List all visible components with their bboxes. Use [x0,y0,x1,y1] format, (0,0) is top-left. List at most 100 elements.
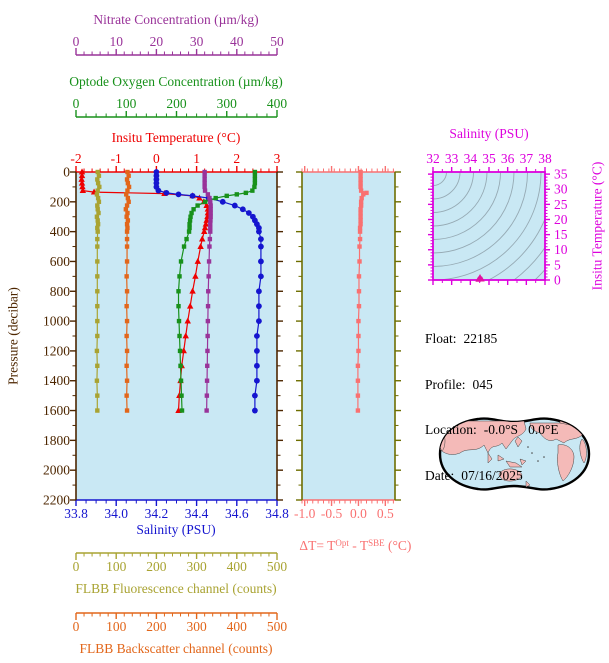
date-value: 07/16/2025 [461,467,523,483]
svg-text:34.0: 34.0 [104,506,128,521]
svg-text:0: 0 [73,559,80,574]
svg-text:0.5: 0.5 [377,506,394,521]
svg-text:300: 300 [217,96,238,111]
svg-text:0: 0 [63,165,70,180]
svg-text:33: 33 [445,151,459,166]
date-label: Date: [425,467,455,483]
ts-temperature-label: Insitu Temperature (°C) [589,161,605,291]
svg-text:300: 300 [186,619,207,634]
svg-text:10: 10 [554,242,568,257]
series-optode-oxygen [176,169,258,413]
delta-t-frame: -1.0 -0.5 0.0 0.5 [294,166,401,521]
fluorescence-axis: 0 100 200 300 400 500 [73,552,288,574]
svg-text:34.6: 34.6 [225,506,249,521]
delta-t-title-sup-opt: Opt [335,538,349,548]
svg-text:1600: 1600 [43,403,70,418]
ts-salinity-title: Salinity (PSU) [449,126,529,141]
svg-text:3: 3 [274,151,281,166]
delta-t-axis-title: ΔT= TOpt - TSBE (°C) [287,521,411,568]
backscatter-axis-title: FLBB Backscatter channel (counts) [79,641,273,656]
svg-text:34: 34 [464,151,478,166]
svg-text:400: 400 [227,559,248,574]
delta-t-title-prefix: ΔT= T [299,538,336,553]
svg-text:10: 10 [109,34,123,49]
svg-text:100: 100 [106,559,127,574]
series-delta-temperature [355,169,369,413]
svg-text:38: 38 [538,151,552,166]
oxygen-axis: 0 100 200 300 400 [73,96,288,118]
svg-text:32: 32 [426,151,440,166]
location-value: -0.0°S 0.0°E [483,422,559,437]
svg-text:500: 500 [267,619,288,634]
float-id-value: 22185 [463,331,498,346]
svg-text:200: 200 [50,194,71,209]
svg-text:500: 500 [267,559,288,574]
fluorescence-axis-title: FLBB Fluorescence channel (counts) [75,581,277,596]
oxygen-axis-title: Optode Oxygen Concentration (µm/kg) [69,74,283,89]
svg-text:30: 30 [554,182,568,197]
plot-backgrounds [76,172,545,500]
svg-text:1000: 1000 [43,314,70,329]
date-line: Date: 07/16/2025 [425,468,559,484]
svg-text:200: 200 [166,96,187,111]
svg-text:2: 2 [233,151,240,166]
svg-text:200: 200 [146,619,167,634]
svg-text:20: 20 [150,34,164,49]
svg-text:34.8: 34.8 [265,506,289,521]
svg-text:600: 600 [50,254,71,269]
svg-text:2000: 2000 [43,463,70,478]
nitrate-axis: 0 10 20 30 40 50 [73,34,284,56]
pressure-axis-label: Pressure (decibar) [5,287,21,385]
svg-text:100: 100 [106,619,127,634]
svg-text:1800: 1800 [43,433,70,448]
profile-number-line: Profile: 045 [425,377,559,393]
svg-text:2200: 2200 [43,493,70,508]
map-landmasses [440,418,587,488]
float-id-label: Float: [425,331,457,346]
svg-text:400: 400 [267,96,288,111]
svg-text:0: 0 [153,151,160,166]
svg-text:33.8: 33.8 [64,506,88,521]
svg-text:25: 25 [554,197,568,212]
location-label: Location: [425,422,477,437]
svg-text:34.4: 34.4 [185,506,209,521]
svg-text:0: 0 [554,273,561,288]
svg-text:0: 0 [73,96,80,111]
svg-text:0.0: 0.0 [350,506,367,521]
svg-text:0: 0 [73,619,80,634]
svg-text:34.2: 34.2 [145,506,169,521]
svg-text:-1: -1 [111,151,122,166]
profile-number-label: Profile: [425,376,466,392]
svg-text:-2: -2 [70,151,81,166]
series-flbb-backscatter [123,169,132,413]
svg-text:-1.0: -1.0 [294,506,316,521]
svg-text:30: 30 [190,34,204,49]
svg-text:50: 50 [270,34,284,49]
series-nitrate [202,169,213,413]
svg-text:300: 300 [186,559,207,574]
svg-text:5: 5 [554,257,561,272]
world-map [438,417,591,491]
svg-text:400: 400 [50,224,71,239]
svg-text:1400: 1400 [43,373,70,388]
svg-text:40: 40 [230,34,244,49]
svg-text:1200: 1200 [43,343,70,358]
svg-text:36: 36 [501,151,515,166]
main-plot-frame: -2 -1 0 1 2 3 33.8 34.0 34.2 34.4 34.6 34.8 0 200 400 6… [43,151,289,521]
svg-text:100: 100 [116,96,137,111]
svg-text:-0.5: -0.5 [321,506,343,521]
location-line: Location: -0.0°S 0.0°E [425,422,559,438]
svg-text:35: 35 [554,167,568,182]
salinity-axis-title: Salinity (PSU) [136,522,216,537]
svg-text:200: 200 [146,559,167,574]
svg-text:15: 15 [554,227,568,242]
svg-text:0: 0 [73,34,80,49]
svg-text:37: 37 [520,151,534,166]
svg-text:20: 20 [554,212,568,227]
series-flbb-fluorescence [94,169,102,413]
backscatter-axis: 0 100 200 300 400 500 [73,612,288,634]
svg-text:1: 1 [193,151,200,166]
